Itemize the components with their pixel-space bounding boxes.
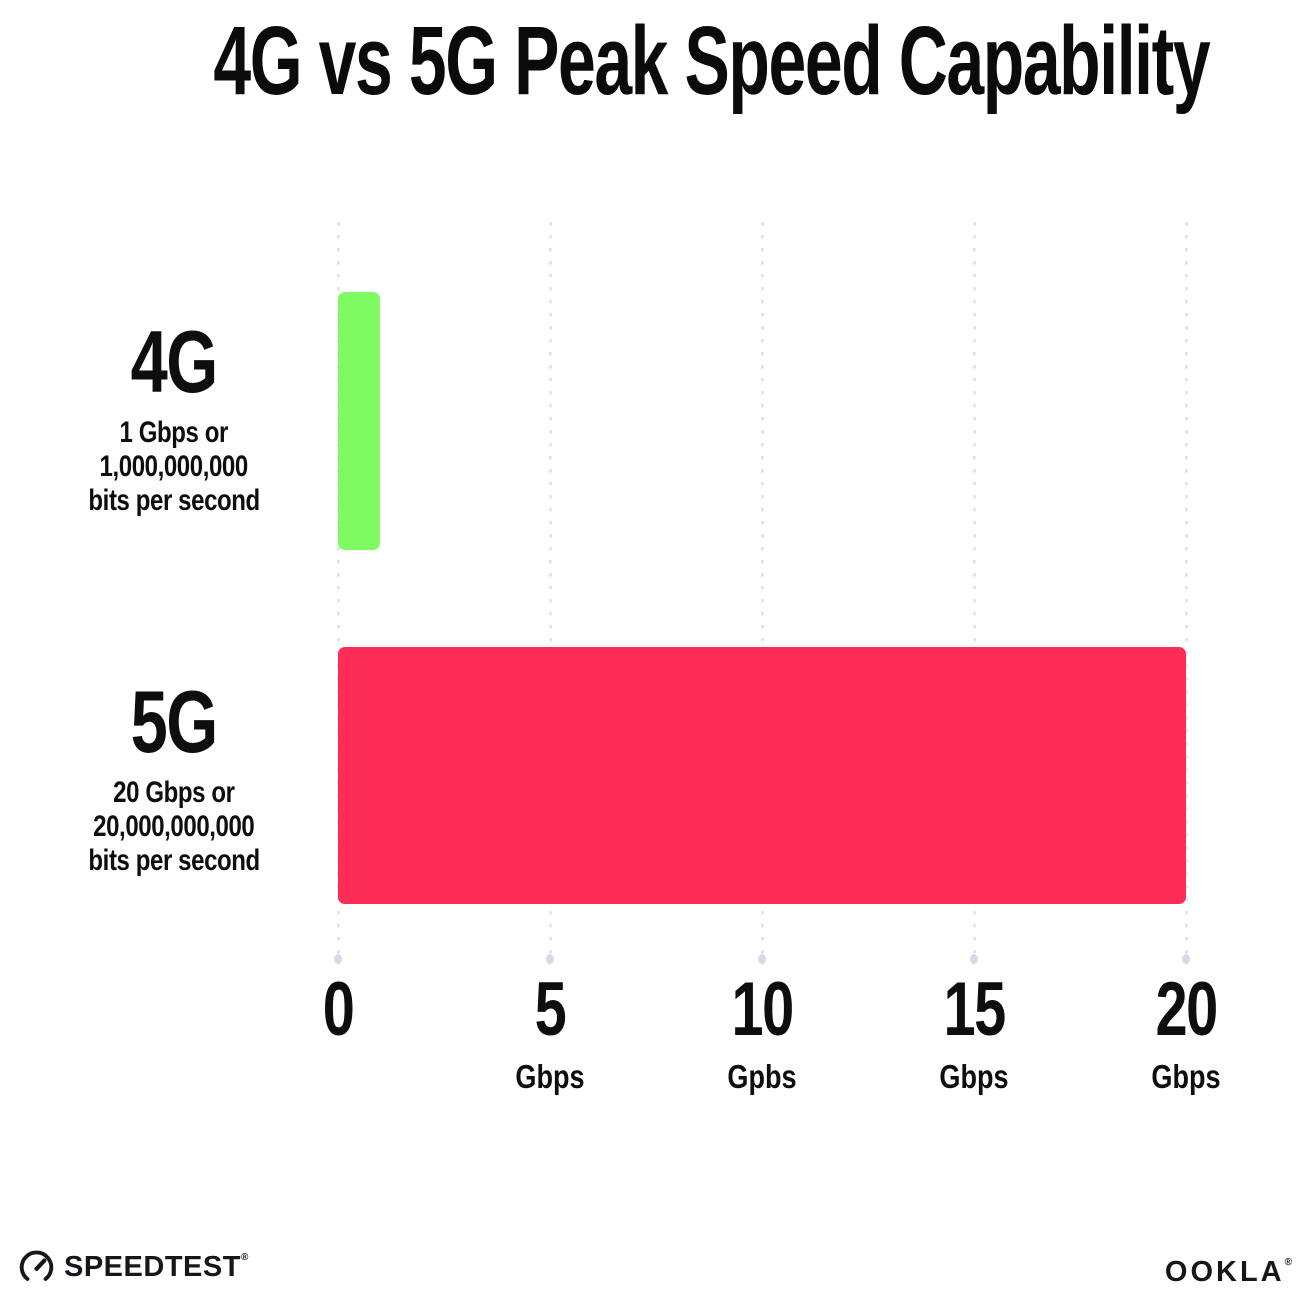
x-tick-20: 20 Gbps (1151, 967, 1221, 1095)
chart-plot-area (334, 222, 1190, 964)
category-label-4g: 4G 1 Gbps or 1,000,000,000 bits per seco… (28, 318, 320, 518)
category-subtext-5g: 20 Gbps or 20,000,000,000 bits per secon… (88, 776, 260, 877)
x-tick-10: 10 Gpbs (727, 967, 797, 1095)
gridline-15 (970, 222, 978, 964)
ookla-wordmark: OOKLA® (1164, 1256, 1292, 1288)
x-tick-15: 15 Gbps (939, 967, 1009, 1095)
x-tick-5: 5 Gbps (515, 967, 585, 1095)
page-title: 4G vs 5G Peak Speed Capability (213, 6, 1210, 115)
category-title-4g: 4G (130, 312, 219, 411)
x-tick-0: 0 (322, 967, 355, 1052)
speedtest-gauge-icon (18, 1249, 55, 1286)
gridline-20 (1182, 222, 1190, 964)
speedtest-logo: SPEEDTEST® (18, 1249, 248, 1286)
category-label-5g: 5G 20 Gbps or 20,000,000,000 bits per se… (28, 678, 320, 878)
ookla-logo: OOKLA® (1165, 1256, 1292, 1289)
gridline-5 (546, 222, 554, 964)
x-axis: 0 5 Gbps 10 Gpbs 15 Gbps 20 Gbps (323, 967, 1221, 1102)
bar-4g (338, 292, 381, 550)
gridline-0 (334, 222, 342, 964)
gridline-10 (758, 222, 766, 964)
category-title-5g: 5G (130, 672, 219, 771)
category-subtext-4g: 1 Gbps or 1,000,000,000 bits per second (88, 416, 260, 517)
bar-5g (338, 647, 1186, 904)
speedtest-wordmark: SPEEDTEST® (64, 1251, 249, 1283)
